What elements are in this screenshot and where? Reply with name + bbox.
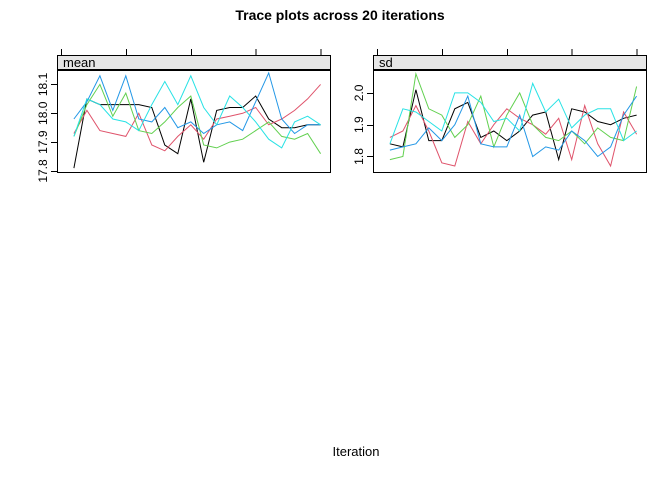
figure-title: Trace plots across 20 iterations: [235, 7, 445, 23]
trace-line-mean-chain-3: [73, 83, 322, 154]
panel-strip-sd: sd: [373, 55, 647, 70]
panel-border-mean: [57, 70, 331, 173]
trace-line-sd-chain-4: [389, 94, 638, 158]
trace-line-sd-chain-5: [389, 81, 637, 144]
x-axis-label: Iteration: [332, 444, 380, 459]
y-tick-label-mean: 17.9: [36, 130, 50, 154]
strip-label-mean: mean: [63, 55, 96, 70]
panel-border-sd: [373, 70, 647, 173]
y-tick-label-mean: 18.0: [36, 101, 50, 125]
panel-strip-mean: mean: [57, 55, 331, 70]
y-tick-label-mean: 17.8: [36, 159, 50, 183]
trace-line-sd-chain-3: [389, 71, 638, 161]
y-tick-label-sd: 1.9: [352, 116, 366, 133]
strip-label-sd: sd: [379, 55, 393, 70]
trace-line-sd-chain-1: [389, 89, 637, 162]
trace-line-mean-chain-1: [73, 95, 321, 169]
trace-line-sd-chain-2: [389, 103, 638, 168]
trace-line-mean-chain-2: [73, 84, 321, 152]
y-tick-label-sd: 2.0: [352, 84, 366, 101]
y-tick-label-sd: 1.8: [352, 148, 366, 165]
y-tick-label-mean: 18.1: [36, 72, 50, 96]
trace-line-mean-chain-4: [73, 71, 321, 135]
trace-line-mean-chain-5: [73, 74, 321, 149]
